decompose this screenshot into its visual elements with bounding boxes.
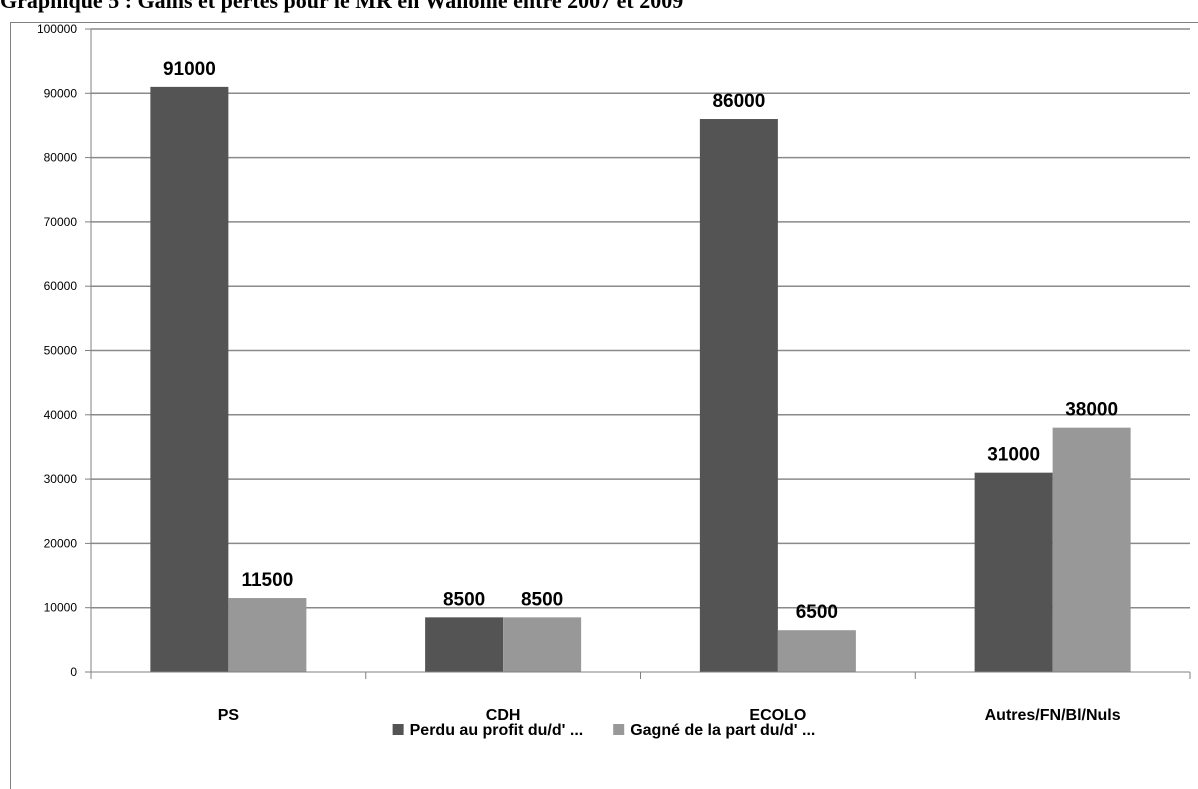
y-tick-label: 90000 — [44, 86, 78, 100]
y-tick-label: 20000 — [44, 536, 78, 550]
data-label: 31000 — [987, 445, 1040, 466]
y-tick-label: 80000 — [44, 151, 78, 165]
y-tick-label: 70000 — [44, 215, 78, 229]
y-tick-label: 30000 — [44, 472, 78, 486]
data-label: 11500 — [241, 570, 293, 591]
y-tick-label: 60000 — [44, 279, 78, 293]
bar — [974, 472, 1053, 672]
bars — [150, 86, 1131, 673]
bar — [699, 119, 778, 672]
data-label: 8500 — [443, 589, 485, 610]
legend: Perdu au profit du/d' ... Gagné de la par… — [392, 722, 815, 739]
y-tick-label: 100000 — [37, 22, 77, 36]
x-category-label: ECOLO — [749, 707, 806, 724]
y-tick-label: 0 — [70, 665, 77, 679]
bar — [1052, 427, 1131, 672]
legend-swatch — [392, 724, 404, 735]
data-label: 86000 — [712, 91, 765, 112]
data-label: 38000 — [1065, 400, 1118, 421]
legend-item: Perdu au profit du/d' ... — [392, 722, 584, 739]
bar — [777, 630, 856, 672]
chart-frame — [10, 22, 1198, 789]
legend-label: Perdu au profit du/d' ... — [410, 722, 584, 739]
y-tick-label: 10000 — [44, 601, 78, 615]
axes: 0 10000 20000 30000 40000 50000 60000 70000 8000… — [37, 22, 1191, 724]
data-label: 8500 — [521, 589, 563, 610]
data-label: 6500 — [796, 602, 838, 623]
data-labels: 91000 11500 8500 8500 86000 6500 31000 38000 — [163, 59, 1118, 623]
data-label: 91000 — [163, 59, 216, 80]
y-tick-label: 40000 — [44, 408, 78, 422]
page-title: Graphique 5 : Gains et pertes pour le MR… — [0, 0, 684, 13]
legend-swatch — [613, 724, 625, 735]
bar — [228, 598, 307, 672]
x-category-label: CDH — [486, 707, 521, 724]
y-tick-label: 50000 — [44, 344, 78, 358]
bar — [425, 617, 504, 672]
bar — [150, 86, 229, 673]
bar — [503, 617, 582, 672]
x-category-label: PS — [218, 707, 240, 724]
x-category-label: Autres/FN/Bl/Nuls — [985, 707, 1121, 724]
legend-label: Gagné de la part du/d' ... — [630, 722, 815, 739]
legend-item: Gagné de la part du/d' ... — [613, 722, 815, 739]
